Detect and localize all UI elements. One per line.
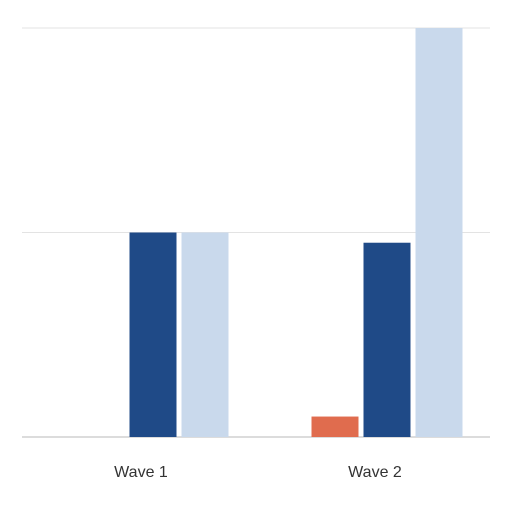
bar-wave-1-series-3	[181, 232, 229, 437]
x-axis: Wave 1 Wave 2	[114, 464, 402, 481]
bar-wave-2-series-2	[363, 242, 411, 437]
bar-wave-2-series-1	[311, 416, 359, 437]
bar-wave-2-series-3	[415, 28, 463, 437]
x-tick-label: Wave 2	[348, 464, 402, 481]
gridlines	[22, 27, 490, 438]
bars	[129, 28, 463, 437]
bar-wave-1-series-2	[129, 232, 177, 437]
x-tick-label: Wave 1	[114, 464, 168, 481]
